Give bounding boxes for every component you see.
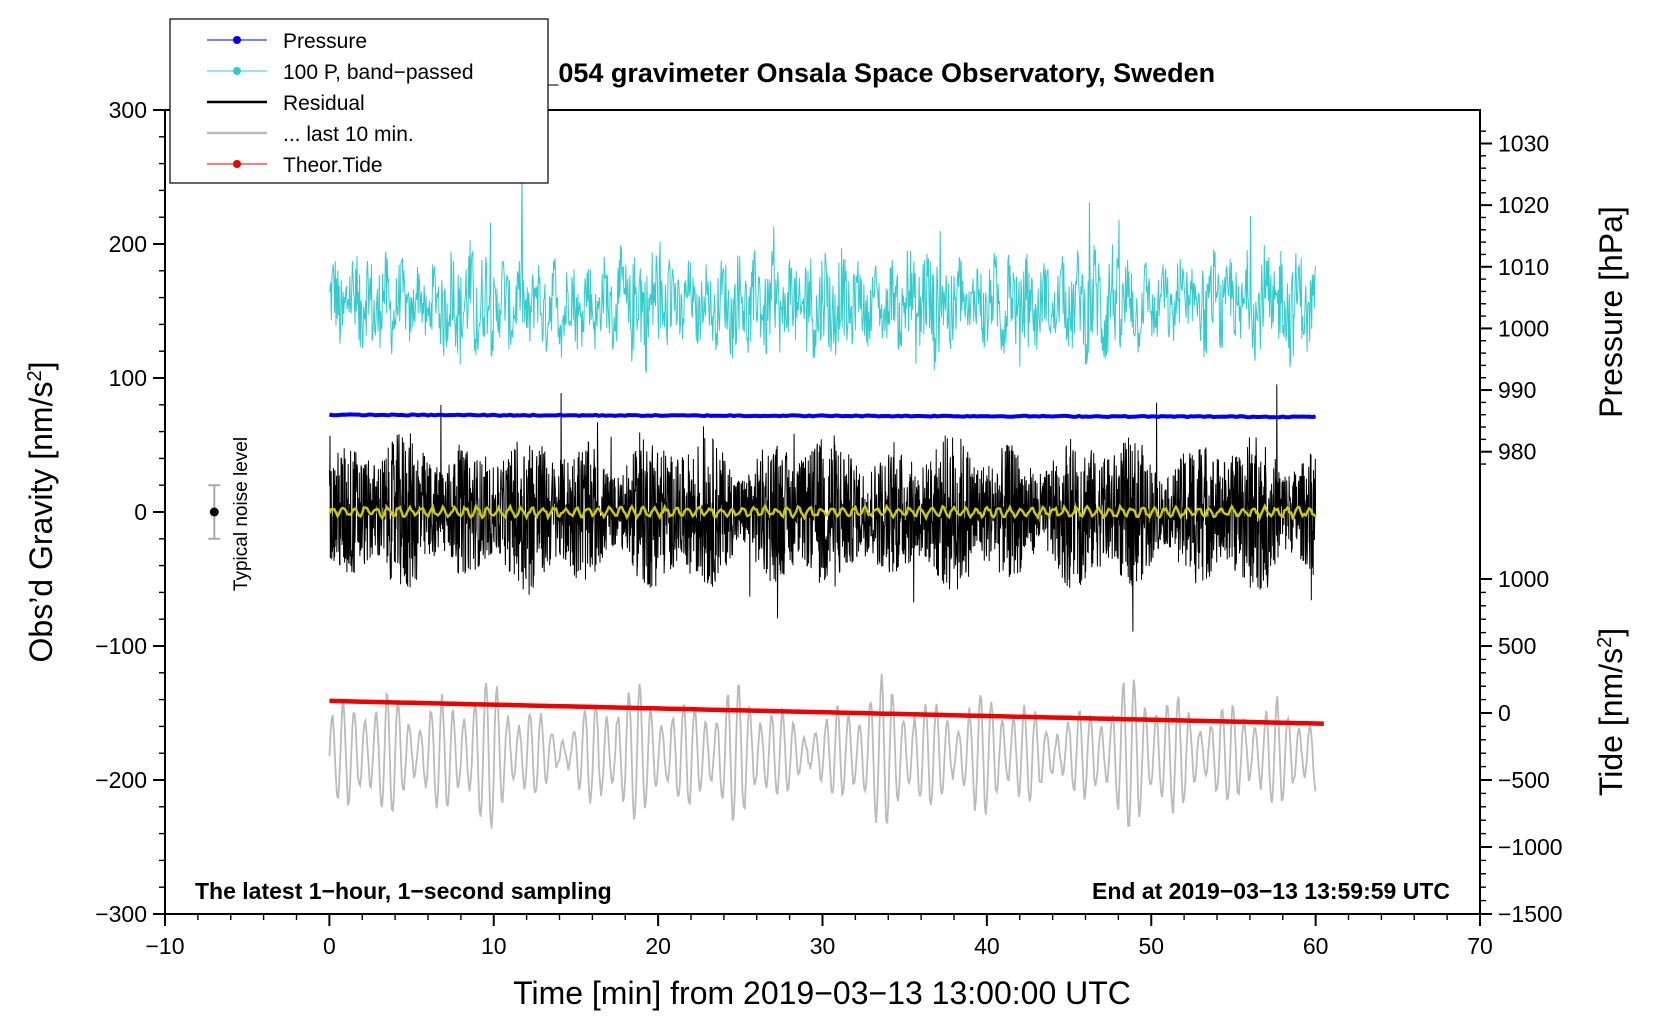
noise-level-indicator: Typical noise level bbox=[208, 437, 252, 591]
sampling-note: The latest 1−hour, 1−second sampling bbox=[195, 878, 612, 904]
tide-tick-label: −1000 bbox=[1498, 834, 1563, 860]
x-tick-label: 60 bbox=[1303, 933, 1329, 959]
series-theoretical-tide bbox=[329, 698, 1324, 726]
tide-axis-title-end: ] bbox=[1593, 628, 1629, 637]
pressure-tick-label: 980 bbox=[1498, 439, 1536, 465]
legend-swatch-dot bbox=[233, 67, 241, 75]
y-tick-label: 0 bbox=[134, 499, 147, 525]
y-tick-label: −300 bbox=[95, 901, 147, 927]
y-tick-label: −100 bbox=[95, 633, 147, 659]
x-axis-title: Time [min] from 2019−03−13 13:00:00 UTC bbox=[513, 975, 1131, 1011]
x-tick-label: 50 bbox=[1138, 933, 1164, 959]
series-last-10-min bbox=[328, 673, 1317, 829]
series-residual bbox=[328, 384, 1317, 632]
legend: Pressure 100 P, band−passed Residual ... la… bbox=[169, 18, 549, 184]
x-tick-label: 0 bbox=[323, 933, 336, 959]
legend-label: ... last 10 min. bbox=[283, 123, 414, 146]
y-axis-title-end: ] bbox=[23, 362, 59, 371]
y-tick-label: 300 bbox=[109, 97, 147, 123]
pressure-tick-label: 1020 bbox=[1498, 192, 1549, 218]
series-band-passed-pressure bbox=[328, 166, 1317, 373]
y-tick-label: 100 bbox=[109, 365, 147, 391]
tide-tick-label: 500 bbox=[1498, 633, 1536, 659]
end-time-note: End at 2019−03−13 13:59:59 UTC bbox=[1092, 878, 1450, 904]
series-smoothed-residual bbox=[328, 503, 1317, 522]
noise-level-dot bbox=[209, 507, 219, 517]
series-layer bbox=[328, 166, 1324, 829]
y-axis-title-sup: 2 bbox=[24, 370, 46, 381]
tide-axis-title-sup: 2 bbox=[1594, 637, 1616, 648]
pressure-tick-label: 1000 bbox=[1498, 315, 1549, 341]
legend-item: 100 P, band−passed bbox=[207, 61, 474, 84]
pressure-tick-label: 1030 bbox=[1498, 131, 1549, 157]
legend-item: Theor.Tide bbox=[207, 154, 383, 177]
pressure-tick-label: 990 bbox=[1498, 377, 1536, 403]
tide-axis-title-text: Tide [nm/s bbox=[1593, 648, 1629, 796]
x-tick-label: 40 bbox=[974, 933, 1000, 959]
legend-label: Pressure bbox=[283, 30, 367, 53]
pressure-tick-label: 1010 bbox=[1498, 254, 1549, 280]
y-axis-title-text: Obs’d Gravity [nm/s bbox=[23, 382, 59, 663]
chart-title: SCG_054 gravimeter Onsala Space Observat… bbox=[485, 58, 1215, 88]
legend-label: Theor.Tide bbox=[283, 154, 383, 177]
legend-label: 100 P, band−passed bbox=[283, 61, 474, 84]
legend-items: Pressure 100 P, band−passed Residual ... la… bbox=[207, 30, 474, 177]
tide-tick-label: 1000 bbox=[1498, 566, 1549, 592]
tide-tick-label: −500 bbox=[1498, 767, 1550, 793]
tide-tick-label: −1500 bbox=[1498, 901, 1563, 927]
left-axis-ticks: −300 −200 −100 0 100 200 300 bbox=[95, 97, 165, 927]
x-tick-label: 20 bbox=[645, 933, 671, 959]
y-tick-label: −200 bbox=[95, 767, 147, 793]
bottom-axis-ticks: −10 0 10 20 30 40 50 60 70 bbox=[145, 914, 1493, 959]
x-tick-label: −10 bbox=[145, 933, 184, 959]
x-tick-label: 10 bbox=[481, 933, 507, 959]
y-tick-label: 200 bbox=[109, 231, 147, 257]
legend-item: ... last 10 min. bbox=[207, 123, 414, 146]
tide-axis-title: Tide [nm/s2] bbox=[1593, 628, 1629, 796]
legend-item: Pressure bbox=[207, 30, 367, 53]
noise-level-label: Typical noise level bbox=[231, 437, 252, 591]
legend-swatch-dot bbox=[233, 160, 241, 168]
tide-tick-label: 0 bbox=[1498, 700, 1511, 726]
legend-swatch-dot bbox=[233, 36, 241, 44]
legend-label: Residual bbox=[283, 92, 365, 115]
x-tick-label: 30 bbox=[810, 933, 836, 959]
y-axis-title: Obs’d Gravity [nm/s2] bbox=[23, 362, 59, 663]
legend-item: Residual bbox=[207, 92, 365, 115]
right-axis-ticks: 980 990 1000 1010 1020 1030 1000 500 0 −500 −1000 −… bbox=[1480, 130, 1563, 927]
series-pressure bbox=[329, 412, 1317, 420]
x-tick-label: 70 bbox=[1467, 933, 1493, 959]
pressure-axis-title: Pressure [hPa] bbox=[1593, 206, 1629, 418]
